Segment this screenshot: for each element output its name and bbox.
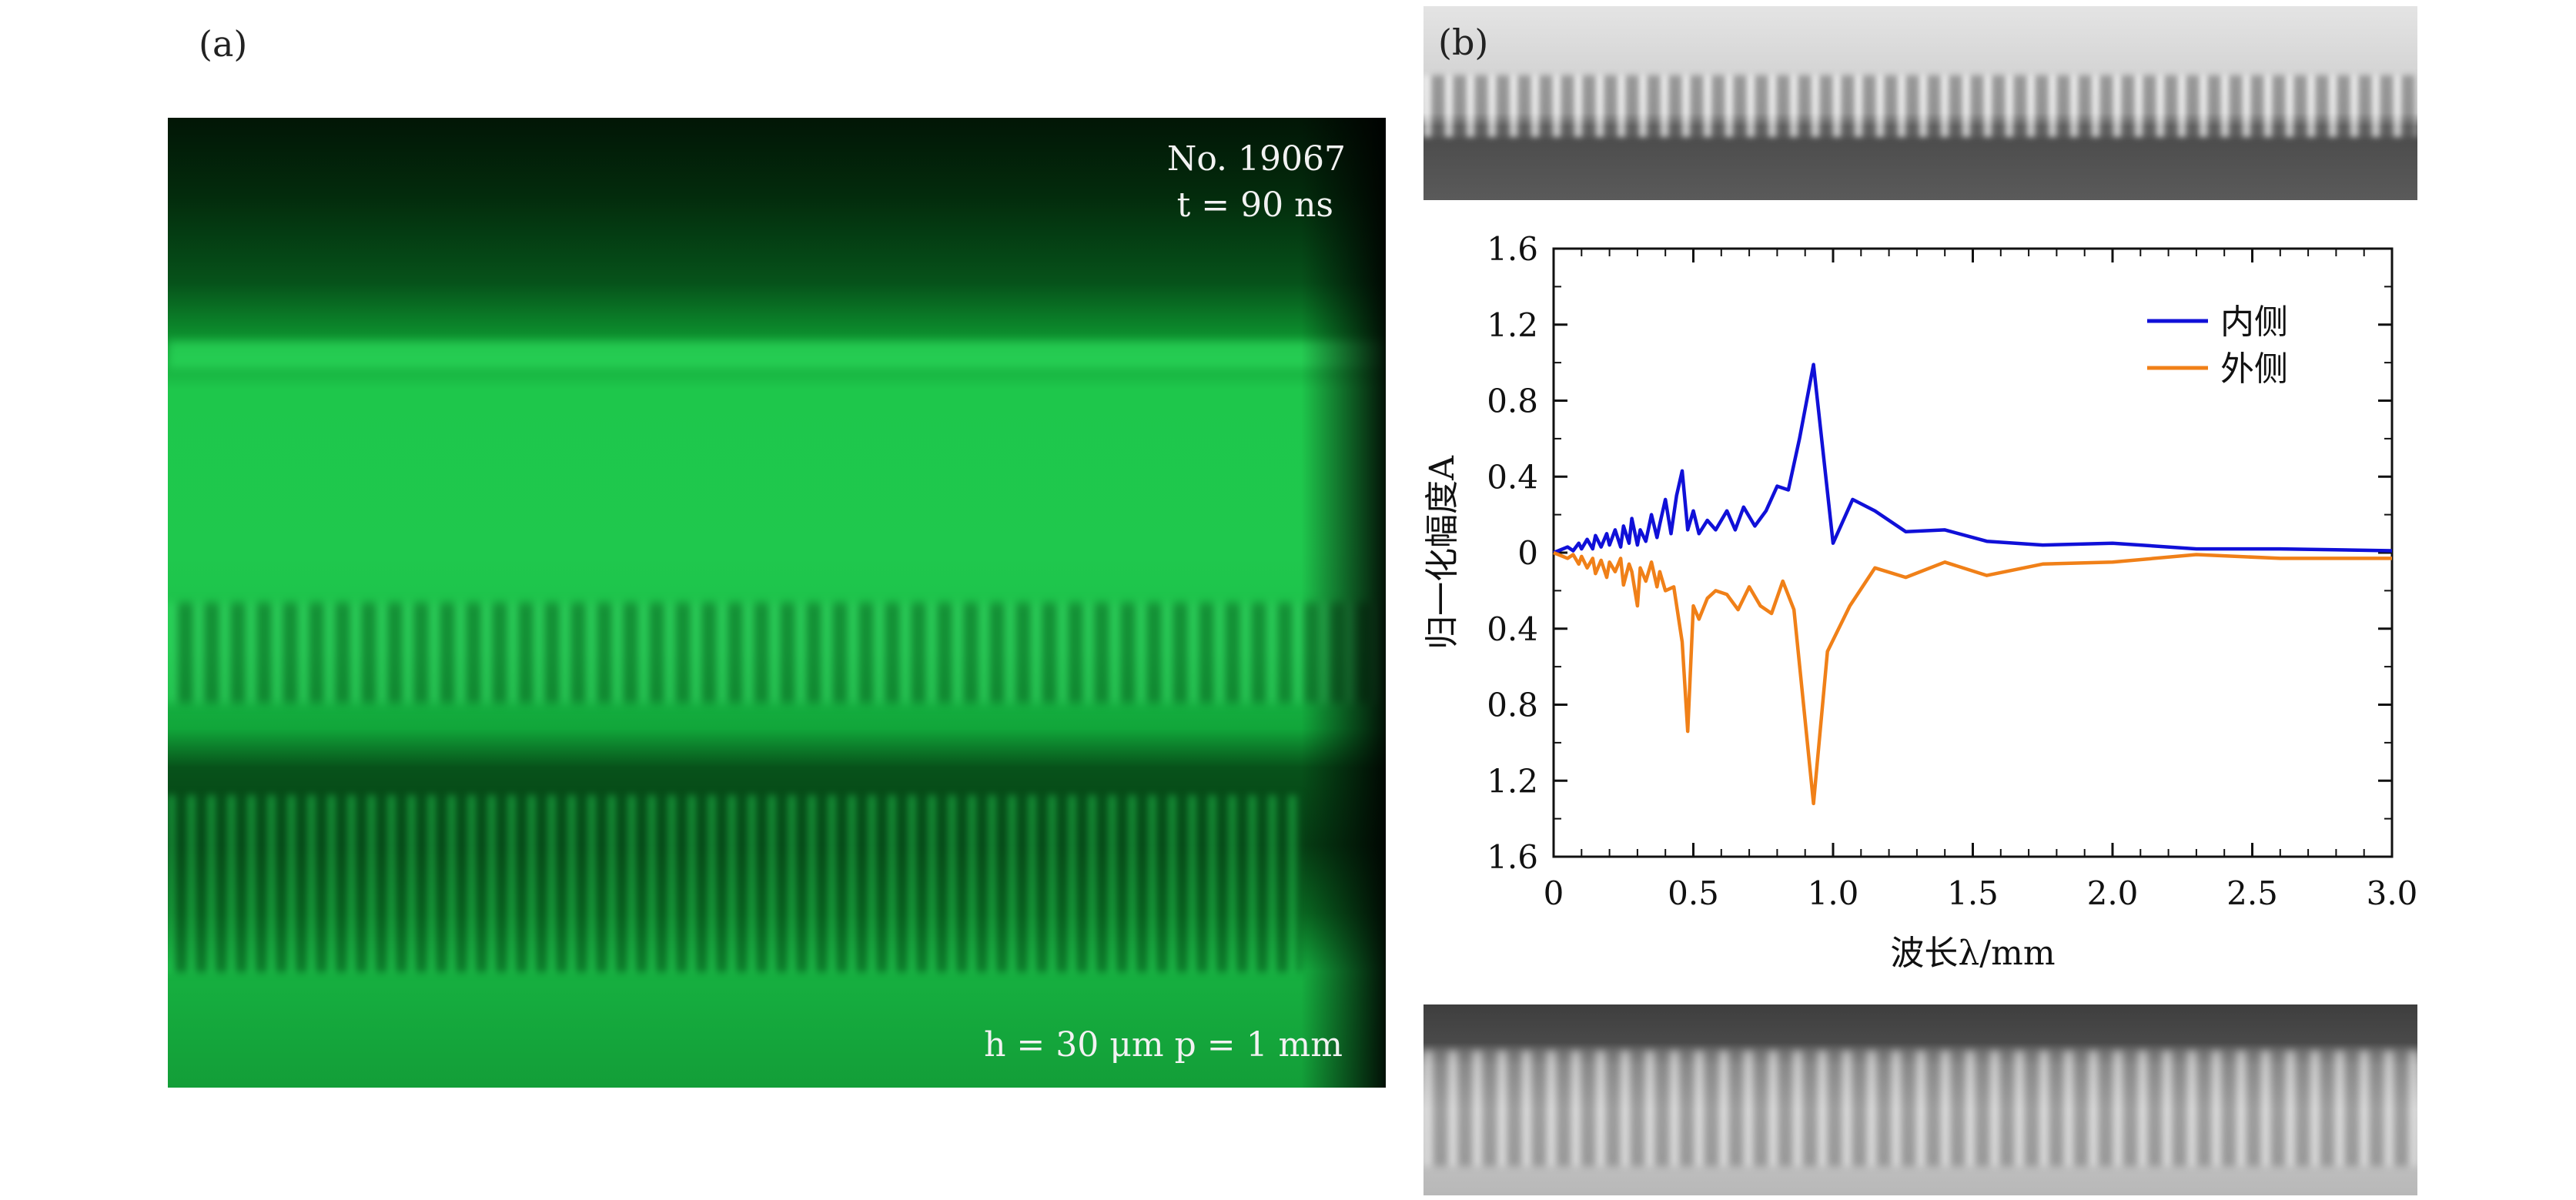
bottom-photo-texture bbox=[1423, 1051, 2417, 1166]
y-tick-label: 1.2 bbox=[1487, 762, 1538, 800]
panel-a-label: (a) bbox=[199, 23, 248, 65]
x-tick-label: 1.5 bbox=[1947, 874, 1999, 912]
top-photo-texture bbox=[1423, 75, 2417, 137]
params-label: h = 30 μm p = 1 mm bbox=[984, 1025, 1343, 1065]
panel-b-top-photo bbox=[1423, 6, 2417, 200]
time-label: t = 90 ns bbox=[1176, 186, 1333, 225]
y-tick-label: 0.4 bbox=[1487, 458, 1538, 496]
axis-ticks: 0 0.5 1.0 1.5 2.0 2.5 3.0 1.6 1.2 0.8 0.4 0 0.4 0.8 1.… bbox=[1487, 230, 2417, 912]
y-axis-title: 归一化幅度A bbox=[1423, 455, 1462, 650]
y-tick-label: 1.6 bbox=[1487, 230, 1538, 268]
legend-label: 外侧 bbox=[2220, 349, 2288, 389]
y-tick-label: 0 bbox=[1517, 534, 1538, 572]
photo-edge-shade bbox=[1301, 118, 1386, 1088]
plot-area bbox=[1552, 247, 2394, 858]
panel-b-label: (b) bbox=[1438, 22, 1489, 63]
x-tick-label: 2.5 bbox=[2226, 874, 2278, 912]
y-tick-label: 1.2 bbox=[1487, 306, 1538, 344]
y-tick-label: 0.4 bbox=[1487, 610, 1538, 648]
y-tick-label: 0.8 bbox=[1487, 383, 1538, 420]
shot-number: No. 19067 bbox=[1166, 139, 1346, 179]
x-tick-label: 3.0 bbox=[2367, 874, 2418, 912]
panel-b-bottom-photo bbox=[1423, 1004, 2417, 1195]
panel-a-photo: No. 19067 t = 90 ns h = 30 μm p = 1 mm bbox=[168, 118, 1386, 1088]
x-axis-title: 波长λ/mm bbox=[1890, 934, 2055, 973]
plot-frame bbox=[1552, 247, 2394, 858]
x-tick-label: 2.0 bbox=[2087, 874, 2139, 912]
x-tick-label: 1.0 bbox=[1808, 874, 1859, 912]
series-line-outer bbox=[1553, 550, 2392, 806]
y-tick-label: 1.6 bbox=[1487, 838, 1538, 876]
upper-bright-band bbox=[168, 341, 1386, 369]
series-lines bbox=[1553, 363, 2393, 806]
inner-interface-fingers bbox=[168, 603, 1386, 703]
y-tick-label: 0.8 bbox=[1487, 687, 1538, 724]
x-tick-label: 0.5 bbox=[1668, 874, 1719, 912]
series-line-inner bbox=[1553, 363, 2393, 555]
legend-label: 内侧 bbox=[2220, 303, 2288, 342]
outer-interface-streaks bbox=[168, 795, 1301, 972]
x-tick-label: 0 bbox=[1544, 874, 1564, 912]
